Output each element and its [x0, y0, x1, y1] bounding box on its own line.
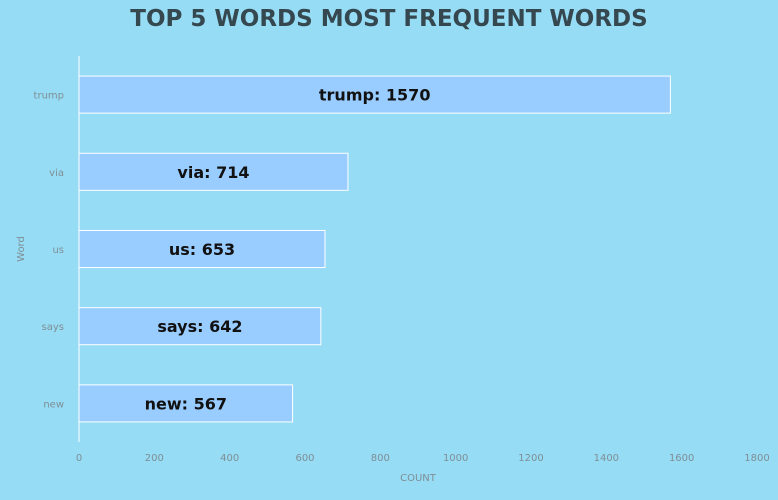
x-tick-label-1800: 1800: [744, 453, 769, 464]
bar-says: [78, 307, 322, 346]
bar-trump: [78, 75, 671, 114]
x-tick-label-1000: 1000: [443, 453, 468, 464]
x-tick-labels: 0 200 400 600 800 1000 1200 1400 1600 1800: [76, 453, 770, 464]
x-tick-label-1400: 1400: [594, 453, 619, 464]
y-tick-label-new: new: [43, 399, 64, 410]
bar-us: [78, 229, 326, 269]
x-tick-label-800: 800: [371, 453, 390, 464]
y-tick-label-trump: trump: [34, 91, 64, 102]
data-labels-layer: trump: 1570 via: 714 us: 653 says: 642 new: …: [145, 86, 431, 414]
x-axis-label: COUNT: [400, 473, 437, 484]
x-tick-label-400: 400: [220, 453, 239, 464]
x-tick-label-200: 200: [145, 453, 164, 464]
data-label-trump: trump: 1570: [319, 86, 431, 105]
data-label-says: says: 642: [157, 317, 242, 336]
data-label-us: us: 653: [169, 240, 235, 259]
y-tick-label-us: us: [52, 245, 64, 256]
bar-new: [78, 384, 294, 423]
x-tick-label-1600: 1600: [669, 453, 694, 464]
x-tick-label-1200: 1200: [518, 453, 543, 464]
bar-via: [78, 152, 349, 191]
x-tick-label-600: 600: [295, 453, 314, 464]
y-tick-label-says: says: [42, 322, 64, 333]
y-tick-labels: trump via us says new: [34, 91, 64, 411]
data-label-new: new: 567: [145, 394, 227, 413]
bars-layer: [78, 75, 671, 423]
y-tick-label-via: via: [49, 168, 64, 179]
data-label-via: via: 714: [177, 163, 249, 182]
chart-title: TOP 5 WORDS MOST FREQUENT WORDS: [130, 6, 648, 32]
y-axis-label: Word: [16, 236, 27, 262]
x-tick-label-0: 0: [76, 453, 82, 464]
